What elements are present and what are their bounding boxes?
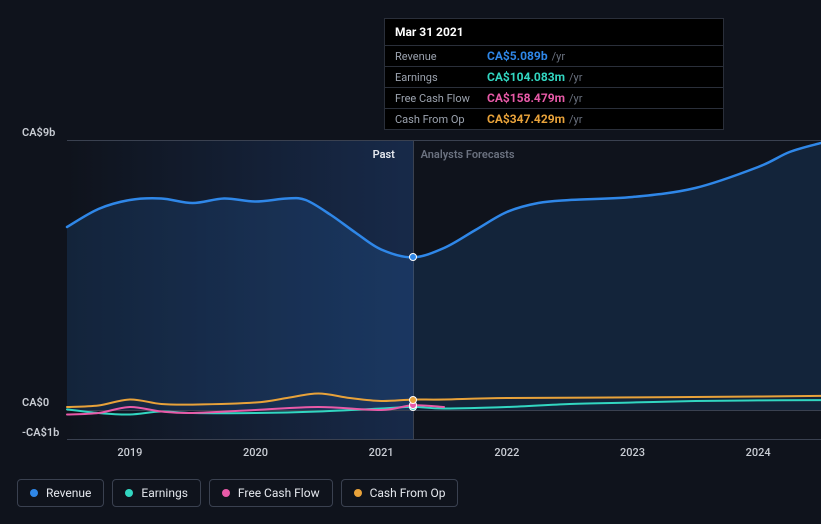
legend-label: Free Cash Flow	[238, 486, 320, 500]
legend-label: Cash From Op	[370, 486, 446, 500]
tooltip-row: EarningsCA$104.083m/yr	[385, 66, 723, 87]
tooltip-row-label: Cash From Op	[395, 113, 487, 126]
tooltip-row-unit: /yr	[552, 50, 565, 63]
x-tick-label: 2020	[243, 446, 268, 459]
tooltip-rows: RevenueCA$5.089b/yrEarningsCA$104.083m/y…	[385, 45, 723, 129]
x-tick-label: 2024	[746, 446, 771, 459]
legend-item-earnings[interactable]: Earnings	[112, 479, 201, 507]
hover-marker-cfo	[409, 396, 417, 404]
hover-marker-revenue	[409, 253, 417, 261]
y-tick-label: CA$9b	[22, 126, 55, 139]
tooltip-row-unit: /yr	[569, 71, 582, 84]
chart-svg	[67, 140, 821, 440]
tooltip-row: Free Cash FlowCA$158.479m/yr	[385, 87, 723, 108]
legend: Revenue Earnings Free Cash Flow Cash From O…	[17, 479, 458, 507]
legend-dot-icon	[222, 489, 230, 497]
tooltip-row-unit: /yr	[569, 92, 582, 105]
tooltip-row-value: CA$158.479m	[487, 91, 565, 105]
legend-label: Revenue	[46, 486, 91, 500]
x-tick-label: 2021	[369, 446, 394, 459]
tooltip-row-label: Revenue	[395, 50, 487, 63]
plot-area[interactable]: Past Analysts Forecasts	[67, 140, 821, 440]
tooltip-row-value: CA$5.089b	[487, 49, 548, 63]
legend-dot-icon	[354, 489, 362, 497]
x-tick-label: 2023	[620, 446, 645, 459]
tooltip-row-label: Free Cash Flow	[395, 92, 487, 105]
hover-tooltip: Mar 31 2021 RevenueCA$5.089b/yrEarningsC…	[384, 18, 724, 130]
tooltip-title: Mar 31 2021	[385, 19, 723, 45]
x-axis: 2019 2020 2021 2022 2023 2024	[67, 446, 804, 466]
tooltip-row: RevenueCA$5.089b/yr	[385, 45, 723, 66]
tooltip-row-value: CA$104.083m	[487, 70, 565, 84]
legend-label: Earnings	[141, 486, 188, 500]
tooltip-row-value: CA$347.429m	[487, 112, 565, 126]
legend-dot-icon	[30, 489, 38, 497]
y-tick-label: -CA$1b	[22, 426, 59, 439]
y-tick-label: CA$0	[22, 396, 49, 409]
tooltip-row-label: Earnings	[395, 71, 487, 84]
tooltip-row-unit: /yr	[569, 113, 582, 126]
legend-item-revenue[interactable]: Revenue	[17, 479, 104, 507]
x-tick-label: 2022	[494, 446, 519, 459]
legend-dot-icon	[125, 489, 133, 497]
tooltip-row: Cash From OpCA$347.429m/yr	[385, 108, 723, 129]
x-tick-label: 2019	[117, 446, 142, 459]
legend-item-fcf[interactable]: Free Cash Flow	[209, 479, 333, 507]
legend-item-cfo[interactable]: Cash From Op	[341, 479, 459, 507]
